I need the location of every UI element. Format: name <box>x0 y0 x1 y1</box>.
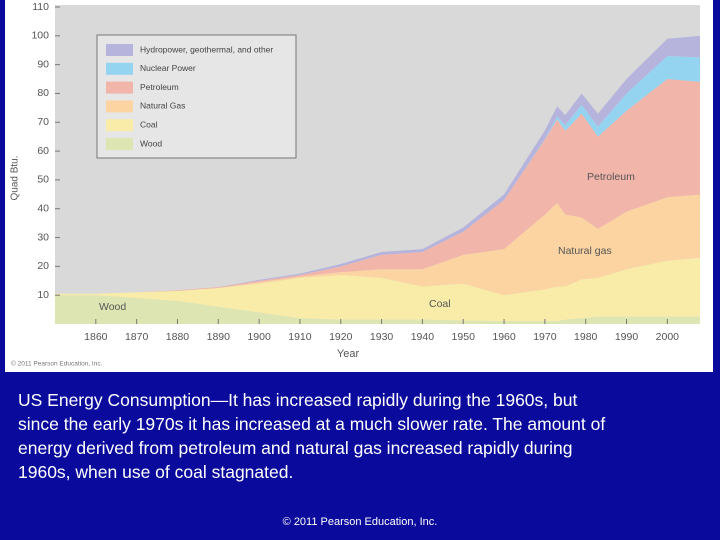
legend-swatch <box>106 62 133 75</box>
annotation: Coal <box>429 298 451 310</box>
y-tick-label: 80 <box>37 87 49 99</box>
x-tick-label: 1980 <box>574 331 598 343</box>
x-tick-label: 1960 <box>492 331 516 343</box>
legend-swatch <box>106 119 133 132</box>
legend-label: Nuclear Power <box>140 63 196 73</box>
x-tick-label: 1990 <box>615 331 639 343</box>
annotation: Natural gas <box>558 245 612 257</box>
y-axis-label: Quad Btu. <box>10 155 21 200</box>
area <box>55 257 700 322</box>
chart: 10 20 30 40 50 60 70 80 90 100 110 1860 1870 1880 1890… <box>5 0 713 372</box>
x-tick-label: 1890 <box>207 331 231 343</box>
footer: © 2011 Pearson Education, Inc. <box>282 516 438 528</box>
x-tick-label: 1970 <box>533 331 557 343</box>
y-tick-label: 30 <box>37 231 49 243</box>
y-tick-label: 70 <box>37 116 49 128</box>
x-tick-label: 1940 <box>411 331 435 343</box>
y-tick-label: 20 <box>37 260 49 272</box>
x-tick-label: 1920 <box>329 331 353 343</box>
x-tick-label: 1870 <box>125 331 149 343</box>
x-axis-label: Year <box>337 348 360 360</box>
legend-label: Hydropower, geothermal, and other <box>140 44 273 54</box>
legend-label: Natural Gas <box>140 101 185 111</box>
legend-swatch <box>106 81 133 94</box>
legend-swatch <box>106 100 133 113</box>
x-tick-label: 1860 <box>84 331 108 343</box>
caption-line: since the early 1970s it has increased a… <box>18 414 606 434</box>
y-tick-label: 100 <box>31 30 49 42</box>
credit: © 2011 Pearson Education, Inc. <box>11 360 103 368</box>
legend-box <box>96 34 297 159</box>
legend-label: Coal <box>140 119 158 129</box>
x-tick-label: 1900 <box>247 331 271 343</box>
x-tick-label: 1880 <box>166 331 190 343</box>
y-tick-label: 40 <box>37 203 49 215</box>
caption-line: energy derived from petroleum and natura… <box>18 438 573 458</box>
x-tick-label: 1950 <box>452 331 476 343</box>
area <box>55 79 700 294</box>
caption-line: 1960s, when use of coal stagnated. <box>18 462 294 482</box>
annotation: Petroleum <box>587 171 635 183</box>
x-tick-label: 1930 <box>370 331 394 343</box>
x-tick-label: 2000 <box>656 331 680 343</box>
legend-label: Petroleum <box>140 82 179 92</box>
x-tick-label: 1910 <box>288 331 312 343</box>
y-tick-label: 10 <box>37 289 49 301</box>
legend-swatch <box>106 44 133 56</box>
caption-line: US Energy Consumption—It has increased r… <box>18 390 578 410</box>
area <box>55 295 700 324</box>
legend-swatch <box>106 138 133 150</box>
y-tick-label: 60 <box>37 145 49 157</box>
y-tick-label: 50 <box>37 174 49 186</box>
legend-label: Wood <box>140 138 162 148</box>
y-tick-label: 90 <box>37 58 49 70</box>
y-tick-label: 110 <box>32 1 49 13</box>
area <box>55 194 700 296</box>
annotation: Wood <box>99 301 126 313</box>
